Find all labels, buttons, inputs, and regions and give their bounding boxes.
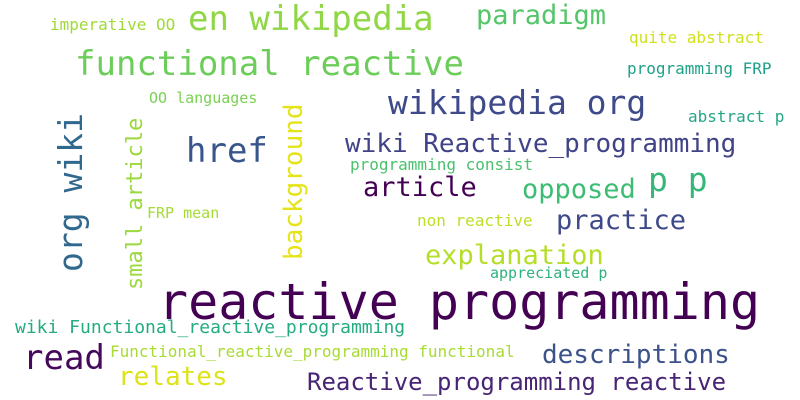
word-functional-reactive: functional reactive [75,44,464,84]
word-programming-frp: programming FRP [627,59,772,78]
word-article: article [363,172,477,203]
word-small-article: small article [123,117,148,290]
word-explanation: explanation [425,240,604,271]
word-imperative-oo: imperative OO [50,15,176,34]
word-opposed: opposed [522,174,636,205]
word-background: background [279,103,309,260]
word-read: read [23,338,105,378]
word-wikipedia-org: wikipedia org [388,83,647,122]
word-wiki-reactive-programming: wiki Reactive_programming [345,129,737,159]
word-quite-abstract: quite abstract [629,28,764,47]
word-en-wikipedia: en wikipedia [188,0,434,39]
word-org-wiki: org wiki [51,113,90,272]
word-appreciated-p: appreciated p [490,264,608,282]
word-frp-mean: FRP mean [147,204,220,222]
word-practice: practice [556,205,687,236]
word-non-reactive: non reactive [417,211,533,230]
word-wiki-functional-reactive-programming: wiki Functional_reactive_programming [15,317,406,338]
word-abstract-p: abstract p [688,107,785,126]
word-functional-reactive-programming-functional: Functional_reactive_programming function… [110,342,515,361]
word-paradigm: paradigm [476,0,607,31]
word-oo-languages: OO languages [149,89,258,107]
word-reactive-programming-reactive: Reactive_programming reactive [307,368,727,396]
word-reactive-programming: reactive programming [158,273,761,331]
word-programming-consist: programming consist [350,155,534,174]
word-p-p: p p [648,160,708,199]
word-href: href [186,131,268,171]
word-descriptions: descriptions [542,340,730,370]
word-relates: relates [118,362,228,392]
